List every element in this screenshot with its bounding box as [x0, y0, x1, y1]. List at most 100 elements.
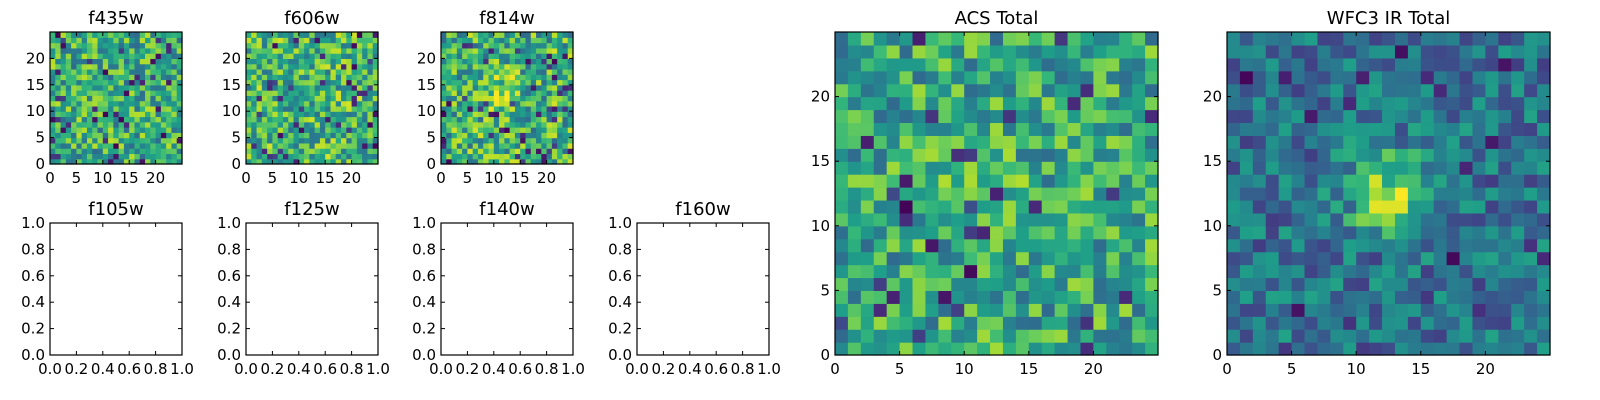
heatmap-cell	[1343, 199, 1357, 214]
heatmap-cell	[372, 74, 379, 81]
heatmap-cell	[557, 53, 564, 59]
heatmap-cells	[246, 32, 379, 165]
heatmap-cell	[319, 132, 326, 139]
heatmap-cell	[1015, 303, 1030, 317]
heatmap-cell	[546, 95, 553, 102]
heatmap-cell	[1041, 199, 1056, 214]
panel-title: f435w	[88, 8, 143, 29]
heatmap-cell	[166, 42, 173, 49]
heatmap-cell	[304, 84, 310, 91]
heatmap-cell	[557, 111, 564, 118]
heatmap-cell	[330, 127, 337, 133]
heatmap-cell	[1317, 174, 1331, 188]
heatmap-cell	[1106, 342, 1120, 356]
heatmap-cell	[1369, 174, 1383, 188]
heatmap-cell	[272, 32, 279, 38]
heatmap-cell	[314, 127, 321, 133]
heatmap-cell	[346, 142, 353, 149]
heatmap-cell	[351, 74, 358, 81]
heatmap-cell	[467, 148, 474, 155]
heatmap-cell	[1278, 70, 1293, 85]
heatmap-cell	[92, 68, 99, 75]
heatmap-cell	[1132, 303, 1146, 317]
heatmap-cell	[330, 142, 337, 149]
heatmap-cell	[1291, 342, 1306, 356]
heatmap-cell	[1369, 57, 1383, 72]
heatmap-cell	[525, 53, 532, 59]
heatmap-cell	[977, 303, 991, 317]
axes-frame	[1226, 31, 1551, 356]
heatmap-cell	[50, 53, 56, 59]
heatmap-cell	[1485, 32, 1499, 46]
heatmap-cell	[1511, 290, 1525, 304]
heatmap-cell	[567, 116, 574, 123]
heatmap-cell	[1317, 96, 1331, 111]
heatmap-cell	[298, 142, 305, 149]
heatmap-cell	[977, 329, 991, 343]
heatmap-cell	[1472, 212, 1486, 227]
heatmap-cell	[990, 135, 1004, 149]
heatmap-cell	[1239, 277, 1254, 291]
heatmap-cell	[97, 42, 104, 49]
heatmap-cell	[1394, 316, 1409, 330]
heatmap-cell	[171, 47, 178, 54]
heatmap-cell	[977, 277, 991, 291]
heatmap-cell	[514, 68, 521, 75]
heatmap-cell	[1394, 135, 1409, 149]
heatmap-cell	[277, 90, 284, 96]
heatmap-cell	[477, 121, 484, 128]
heatmap-cell	[272, 121, 279, 128]
heatmap-cell	[899, 329, 914, 343]
heatmap-cell	[1227, 251, 1241, 266]
heatmap-cell	[488, 63, 495, 70]
heatmap-cell	[282, 37, 289, 44]
heatmap-cell	[441, 53, 447, 59]
heatmap-cell	[514, 121, 521, 128]
heatmap-cell	[1511, 32, 1525, 46]
heatmap-cell	[282, 79, 289, 86]
heatmap-cell	[356, 74, 363, 81]
heatmap-cell	[938, 264, 952, 279]
heatmap-cell	[335, 68, 342, 75]
heatmap-cell	[65, 121, 72, 128]
heatmap-cell	[1317, 187, 1331, 201]
heatmap-cell	[493, 84, 500, 91]
heatmap-cell	[1446, 161, 1461, 175]
heatmap-cell	[155, 158, 162, 165]
heatmap-cell	[325, 132, 332, 139]
heatmap-cell	[873, 187, 888, 201]
heatmap-cell	[1145, 109, 1159, 124]
heatmap-cell	[346, 116, 353, 123]
heatmap-cell	[372, 132, 379, 139]
heatmap-cell	[1041, 316, 1056, 330]
heatmap-cell	[446, 90, 453, 96]
heatmap-cell	[155, 42, 162, 49]
heatmap-cell	[847, 342, 862, 356]
heatmap-cell	[1382, 83, 1396, 98]
heatmap-cell	[1252, 83, 1267, 98]
heatmap-cell	[1420, 290, 1435, 304]
heatmap-cell	[1278, 161, 1293, 175]
y-tick-label: 1.0	[217, 214, 241, 232]
heatmap-cell	[92, 132, 99, 139]
heatmap-cell	[272, 100, 279, 107]
heatmap-cell	[557, 58, 564, 65]
heatmap-cell	[964, 44, 978, 59]
heatmap-cell	[530, 53, 537, 59]
heatmap-cell	[1433, 109, 1448, 124]
heatmap-cell	[330, 37, 337, 44]
heatmap-cell	[118, 100, 125, 107]
heatmap-cell	[541, 127, 548, 133]
heatmap-cell	[938, 199, 952, 214]
heatmap-cell	[1511, 212, 1525, 227]
heatmap-cell	[288, 121, 295, 128]
heatmap-cell	[251, 132, 258, 139]
heatmap-cell	[472, 148, 479, 155]
heatmap-cell	[102, 90, 109, 96]
heatmap-cell	[536, 95, 542, 102]
heatmap-cell	[546, 137, 553, 144]
heatmap-cell	[319, 53, 326, 59]
heatmap-cell	[1472, 329, 1486, 343]
heatmap-cell	[1093, 212, 1107, 227]
heatmap-cell	[1343, 187, 1357, 201]
